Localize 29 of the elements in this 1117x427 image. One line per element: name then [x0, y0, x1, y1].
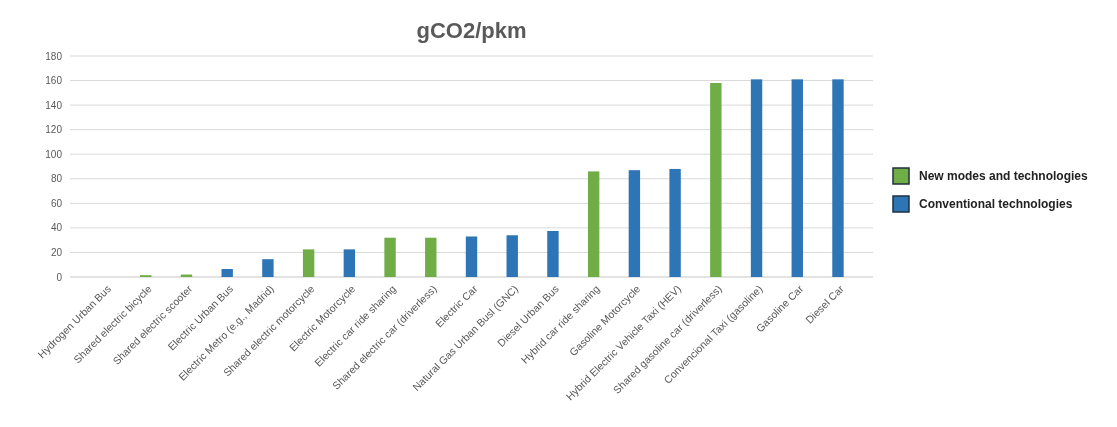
bar — [506, 235, 518, 277]
bar — [750, 79, 763, 277]
bar — [302, 249, 315, 277]
y-tick-label: 20 — [50, 246, 63, 258]
y-tick-label: 80 — [50, 173, 63, 185]
bar — [669, 168, 681, 277]
chart-title: gCO2/pkm — [416, 18, 527, 43]
y-tick-label: 40 — [50, 222, 63, 234]
bar — [628, 170, 641, 277]
legend-label: Conventional technologies — [919, 197, 1073, 212]
legend-label: New modes and technologies — [919, 169, 1089, 184]
bar — [384, 237, 396, 277]
bar — [221, 269, 233, 277]
y-tick-label: 60 — [50, 197, 63, 209]
bar — [832, 79, 844, 277]
bar — [547, 230, 559, 277]
bar — [425, 237, 437, 277]
bar — [587, 171, 600, 277]
bar — [465, 236, 478, 277]
y-tick-label: 140 — [45, 99, 63, 111]
bar — [262, 259, 274, 277]
bar — [710, 83, 722, 277]
y-tick-label: 180 — [45, 50, 63, 62]
y-tick-label: 100 — [45, 148, 63, 160]
bar — [343, 249, 356, 277]
bar — [791, 79, 803, 277]
y-tick-label: 120 — [45, 124, 63, 136]
y-tick-label: 160 — [45, 75, 63, 87]
y-tick-label: 0 — [56, 271, 63, 283]
